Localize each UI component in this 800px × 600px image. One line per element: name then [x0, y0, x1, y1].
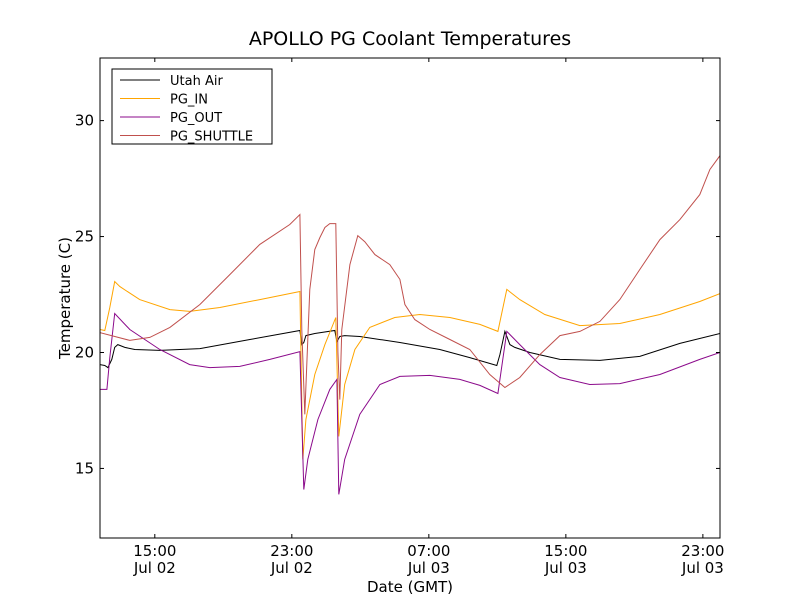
chart-title: APOLLO PG Coolant Temperatures	[249, 28, 571, 50]
legend: Utah Air PG_IN PG_OUT PG_SHUTTLE	[111, 68, 273, 145]
y-tick-label: 15	[75, 459, 94, 477]
series-line-pg-out	[100, 312, 720, 495]
x-tick-label-date: Jul 03	[681, 559, 724, 577]
x-tick-label-time: 07:00	[407, 542, 450, 560]
series-line-utah-air	[100, 329, 720, 369]
y-axis-label: Temperature (C)	[56, 237, 74, 360]
series-line-pg-shuttle	[100, 155, 720, 415]
legend-label: PG_IN	[170, 93, 208, 108]
x-tick-label-time: 15:00	[544, 542, 587, 560]
x-tick-label-date: Jul 02	[270, 559, 313, 577]
y-tick-label: 20	[75, 343, 94, 361]
legend-label: Utah Air	[170, 74, 223, 89]
x-tick-label-date: Jul 03	[407, 559, 450, 577]
x-tick-label-date: Jul 02	[133, 559, 176, 577]
x-axis-label: Date (GMT)	[367, 578, 453, 596]
series-layer	[100, 155, 720, 495]
x-tick-label-date: Jul 03	[544, 559, 587, 577]
legend-label: PG_SHUTTLE	[170, 130, 253, 145]
x-tick-label-time: 23:00	[681, 542, 724, 560]
legend-box	[111, 68, 273, 145]
plot-frame	[99, 57, 721, 539]
y-tick-label: 25	[75, 228, 94, 246]
x-tick-label-time: 15:00	[133, 542, 176, 560]
x-tick-label-time: 23:00	[270, 542, 313, 560]
legend-label: PG_OUT	[170, 111, 222, 126]
y-tick-label: 30	[75, 112, 94, 130]
series-line-pg-in	[100, 280, 720, 460]
